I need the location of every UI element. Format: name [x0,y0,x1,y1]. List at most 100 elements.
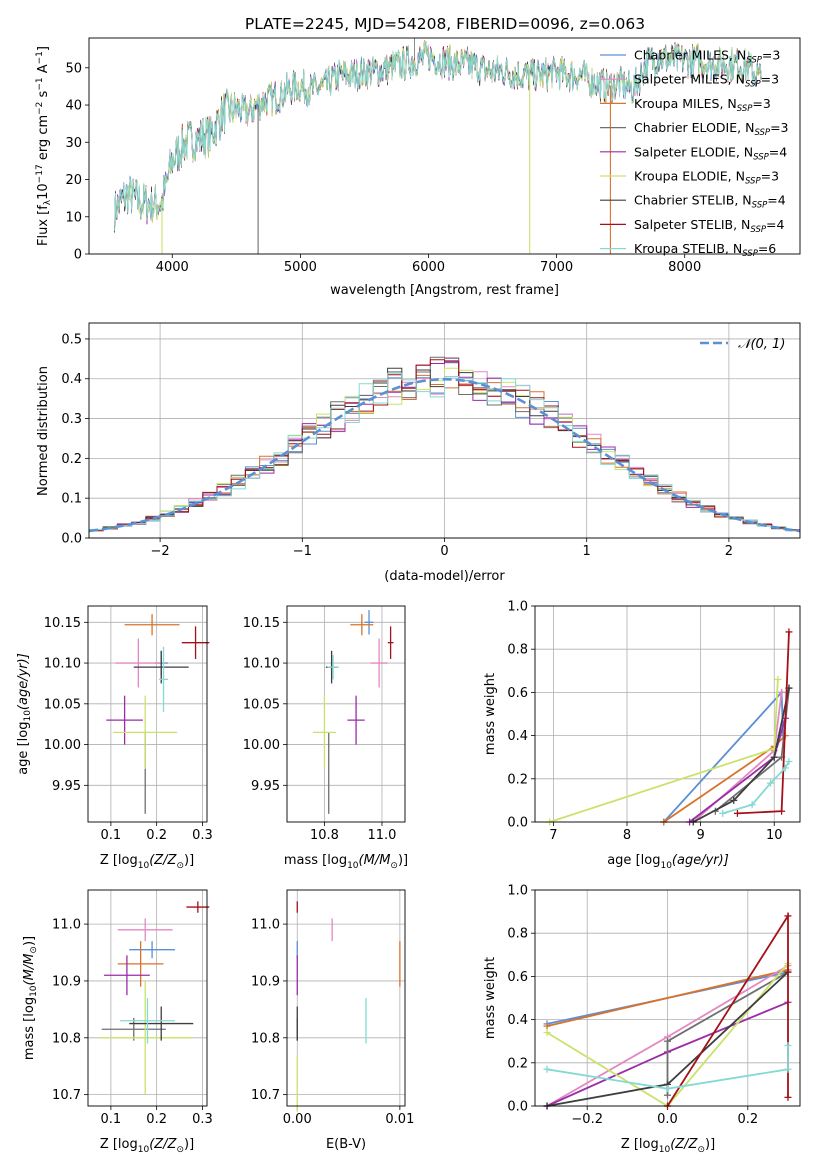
y-tick-label: 10.10 [243,657,280,672]
y-tick-label: 0.8 [507,927,528,942]
y-tick-label: 10.05 [44,697,81,712]
y-tick-label: 10.8 [251,1031,280,1046]
x-tick-label: −1 [293,544,312,559]
y-tick-label: 0.1 [61,492,82,507]
y-tick-label: 11.0 [251,918,280,933]
x-axis-label: wavelength [Angstrom, rest frame] [330,283,559,298]
x-tick-label: 0.00 [283,1112,312,1127]
y-tick-label: 10.15 [44,616,81,631]
y-tick-label: 10 [65,210,82,225]
weight-line-red [666,912,789,1106]
weight-vs-age-panel: 7 8 9 10 0.0 0.2 0.4 0.6 0.8 1.0 mass weight age [l… [483,600,801,871]
x-tick-label: 0.01 [385,1112,414,1127]
y-tick-label: 0.4 [61,372,82,387]
x-tick-label: 0.2 [737,1112,758,1127]
y-tick-label: 9.95 [251,779,280,794]
x-tick-label: −2 [151,544,170,559]
y-tick-label: 0.4 [507,729,528,744]
x-tick-label: 0.2 [146,828,167,843]
axes-frame [286,889,406,1107]
y-tick-label: 10.9 [52,974,81,989]
x-tick-label: 10.8 [310,828,339,843]
x-tick-label: 0 [440,544,448,559]
x-axis-label: age [log10(age/yr)] [607,853,729,871]
weight-vs-metallicity-panel: −0.2 0.0 0.2 0.0 0.2 0.4 0.6 0.8 1.0 mass weight Z… [483,884,801,1155]
y-tick-label: 10.00 [243,738,280,753]
x-tick-label: 2 [725,544,733,559]
axes-frame [88,37,801,255]
legend-label: Kroupa MILES, NSSP=3 [634,96,771,114]
y-tick-label: 0.8 [507,643,528,658]
y-tick-label: 10.00 [44,738,81,753]
y-axis-label: Flux [fλ10−17 erg cm−2 s−1 A−1] [35,46,53,246]
x-axis-label: Z [log10(Z/Z⊙)] [100,853,194,871]
y-tick-label: 20 [65,173,82,188]
weight-line-yellow [549,679,779,822]
axes-frame [88,322,801,539]
legend-label: Salpeter MILES, NSSP=3 [634,72,779,90]
residual-histogram-panel: −2 −1 0 1 2 0.0 0.1 0.2 0.3 0.4 0.5 𝒩(0, 1) (data-mo… [36,322,801,584]
y-tick-label: 1.0 [507,884,528,899]
y-tick-label: 50 [65,61,82,76]
axes-frame [534,889,801,1107]
legend-label: Chabrier ELODIE, NSSP=3 [634,120,789,138]
mass-vs-metallicity-panel: 0.1 0.2 0.3 10.7 10.8 10.9 11.0 Z [log10(Z/Z⊙)]… [22,889,213,1155]
y-tick-label: 0.0 [507,816,528,831]
x-axis-label: E(B-V) [326,1137,366,1152]
y-axis-label: age [log10(age/yr)] [16,653,33,775]
y-tick-label: 40 [65,99,82,114]
axes-frame [87,889,208,1107]
y-tick-label: 9.95 [52,779,81,794]
y-axis-label: mass weight [483,673,498,755]
y-tick-label: 10.7 [251,1088,280,1103]
x-tick-label: −0.2 [571,1112,603,1127]
legend-label: Salpeter STELIB, NSSP=4 [634,217,784,235]
y-axis-label: Normed distribution [36,366,51,496]
y-tick-label: 0.3 [61,412,82,427]
legend-label: Chabrier STELIB, NSSP=4 [634,193,786,211]
x-tick-label: 8000 [668,260,701,275]
y-tick-label: 0.0 [507,1100,528,1115]
y-tick-label: 10.05 [243,697,280,712]
x-tick-label: 10 [766,828,783,843]
x-tick-label: 0.2 [146,1112,167,1127]
legend-label: Salpeter ELODIE, NSSP=4 [634,144,787,162]
x-tick-label: 0.3 [192,828,213,843]
x-tick-label: 0.3 [192,1112,213,1127]
y-tick-label: 0.2 [61,452,82,467]
x-axis-label: (data-model)/error [384,569,505,584]
weight-line-yellow [546,962,789,1106]
x-tick-label: 9 [696,828,704,843]
x-tick-label: 7 [549,828,557,843]
x-tick-label: 5000 [284,260,317,275]
axes-frame [534,605,801,823]
age-vs-metallicity-panel: 0.1 0.2 0.3 9.95 10.00 10.05 10.10 10.15 Z [log1… [16,605,213,871]
weight-line-cyan [546,1045,789,1090]
x-tick-label: 0.1 [101,828,122,843]
y-tick-label: 0.0 [61,532,82,547]
y-tick-label: 0.2 [507,772,528,787]
y-axis-label: mass weight [483,957,498,1039]
spectrum-model-cyan [114,43,762,231]
x-tick-label: 0.1 [101,1112,122,1127]
y-tick-label: 10.10 [44,657,81,672]
weight-line-dark [692,687,790,822]
y-tick-label: 10.7 [52,1088,81,1103]
weight-line-pink [692,692,783,822]
axes-frame [286,605,406,823]
y-tick-label: 0.6 [507,686,528,701]
x-tick-label: 7000 [540,260,573,275]
mass-vs-ebv-panel: 0.00 0.01 10.7 10.8 10.9 11.0 E(B-V) [251,889,414,1152]
y-tick-label: 10.8 [52,1031,81,1046]
x-tick-label: 8 [623,828,631,843]
y-tick-label: 11.0 [52,918,81,933]
y-tick-label: 0 [74,248,82,263]
weight-line-purple [689,718,787,822]
spectrum-panel: 4000 5000 6000 7000 8000 0 10 20 30 40 50 Chabrier … [35,37,801,298]
x-tick-label: 6000 [412,260,445,275]
legend-label: 𝒩(0, 1) [738,337,785,352]
weight-line-blue [663,690,784,822]
y-tick-label: 0.2 [507,1056,528,1071]
age-vs-mass-panel: 10.8 11.0 9.95 10.00 10.05 10.10 10.15 mass [lo… [243,605,408,871]
